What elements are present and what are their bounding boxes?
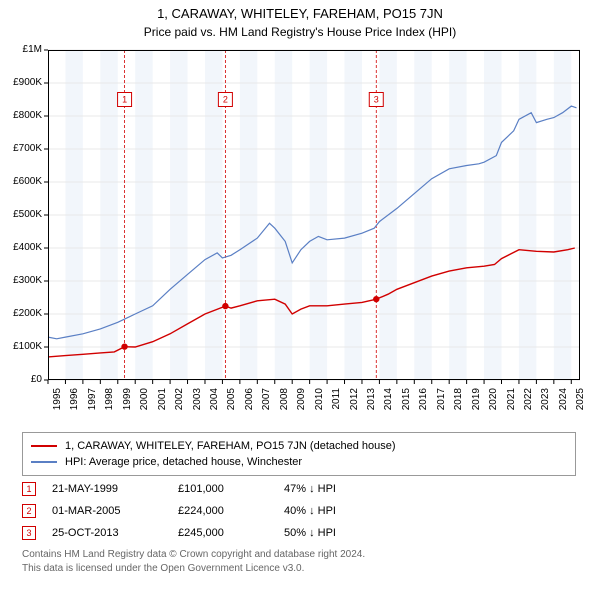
x-tick-label: 1999 — [122, 388, 133, 418]
y-tick-label: £800K — [2, 110, 42, 121]
x-tick-label: 2012 — [349, 388, 360, 418]
legend-item-hpi: HPI: Average price, detached house, Winc… — [31, 454, 567, 470]
x-tick-label: 2022 — [523, 388, 534, 418]
x-tick-label: 2005 — [226, 388, 237, 418]
sale-pct: 47% ↓ HPI — [284, 483, 384, 495]
x-tick-label: 1998 — [104, 388, 115, 418]
x-tick-label: 2011 — [331, 388, 342, 418]
x-tick-label: 1997 — [87, 388, 98, 418]
chart-area: 1 2 3 — [48, 50, 580, 380]
sales-row-2: 2 01-MAR-2005 £224,000 40% ↓ HPI — [22, 500, 576, 522]
sales-row-3: 3 25-OCT-2013 £245,000 50% ↓ HPI — [22, 522, 576, 544]
y-tick-label: £300K — [2, 275, 42, 286]
x-tick-label: 1996 — [69, 388, 80, 418]
y-tick-label: £100K — [2, 341, 42, 352]
x-tick-label: 2019 — [471, 388, 482, 418]
x-tick-label: 2025 — [575, 388, 586, 418]
x-tick-label: 2014 — [383, 388, 394, 418]
sale-marker-3: 3 — [22, 526, 36, 540]
chart-container: 1, CARAWAY, WHITELEY, FAREHAM, PO15 7JN … — [0, 0, 600, 590]
chart-subtitle: Price paid vs. HM Land Registry's House … — [0, 21, 600, 39]
sales-table: 1 21-MAY-1999 £101,000 47% ↓ HPI 2 01-MA… — [22, 478, 576, 544]
sale-date: 21-MAY-1999 — [52, 483, 162, 495]
y-tick-label: £700K — [2, 143, 42, 154]
y-tick-label: £500K — [2, 209, 42, 220]
x-tick-label: 2010 — [314, 388, 325, 418]
attribution-text: Contains HM Land Registry data © Crown c… — [22, 548, 576, 575]
y-tick-label: £0 — [2, 374, 42, 385]
legend-label: HPI: Average price, detached house, Winc… — [65, 456, 302, 468]
svg-text:3: 3 — [374, 95, 379, 105]
legend-swatch — [31, 461, 57, 463]
x-tick-label: 2004 — [209, 388, 220, 418]
x-tick-label: 2009 — [296, 388, 307, 418]
x-tick-label: 2003 — [192, 388, 203, 418]
y-tick-label: £600K — [2, 176, 42, 187]
x-tick-label: 2013 — [366, 388, 377, 418]
legend-box: 1, CARAWAY, WHITELEY, FAREHAM, PO15 7JN … — [22, 432, 576, 476]
sale-marker-2: 2 — [22, 504, 36, 518]
sale-marker-1: 1 — [22, 482, 36, 496]
x-tick-label: 2002 — [174, 388, 185, 418]
x-tick-label: 2015 — [401, 388, 412, 418]
x-tick-label: 2018 — [453, 388, 464, 418]
svg-text:2: 2 — [223, 95, 228, 105]
x-tick-label: 2007 — [261, 388, 272, 418]
x-tick-label: 2001 — [157, 388, 168, 418]
x-tick-label: 2021 — [506, 388, 517, 418]
y-tick-label: £900K — [2, 77, 42, 88]
chart-svg: 1 2 3 — [48, 50, 580, 380]
svg-text:1: 1 — [122, 95, 127, 105]
x-tick-label: 2000 — [139, 388, 150, 418]
x-tick-label: 2023 — [540, 388, 551, 418]
y-tick-label: £400K — [2, 242, 42, 253]
x-tick-label: 2017 — [436, 388, 447, 418]
chart-title: 1, CARAWAY, WHITELEY, FAREHAM, PO15 7JN — [0, 0, 600, 21]
y-tick-label: £1M — [2, 44, 42, 55]
x-tick-label: 2020 — [488, 388, 499, 418]
y-tick-label: £200K — [2, 308, 42, 319]
x-tick-label: 2006 — [244, 388, 255, 418]
legend-swatch — [31, 445, 57, 447]
legend-label: 1, CARAWAY, WHITELEY, FAREHAM, PO15 7JN … — [65, 440, 396, 452]
sale-price: £245,000 — [178, 527, 268, 539]
sale-pct: 40% ↓ HPI — [284, 505, 384, 517]
x-tick-label: 2024 — [558, 388, 569, 418]
sale-date: 25-OCT-2013 — [52, 527, 162, 539]
x-tick-label: 1995 — [52, 388, 63, 418]
sale-pct: 50% ↓ HPI — [284, 527, 384, 539]
x-tick-label: 2008 — [279, 388, 290, 418]
legend-item-property: 1, CARAWAY, WHITELEY, FAREHAM, PO15 7JN … — [31, 438, 567, 454]
sale-date: 01-MAR-2005 — [52, 505, 162, 517]
sales-row-1: 1 21-MAY-1999 £101,000 47% ↓ HPI — [22, 478, 576, 500]
sale-price: £101,000 — [178, 483, 268, 495]
sale-price: £224,000 — [178, 505, 268, 517]
x-tick-label: 2016 — [418, 388, 429, 418]
